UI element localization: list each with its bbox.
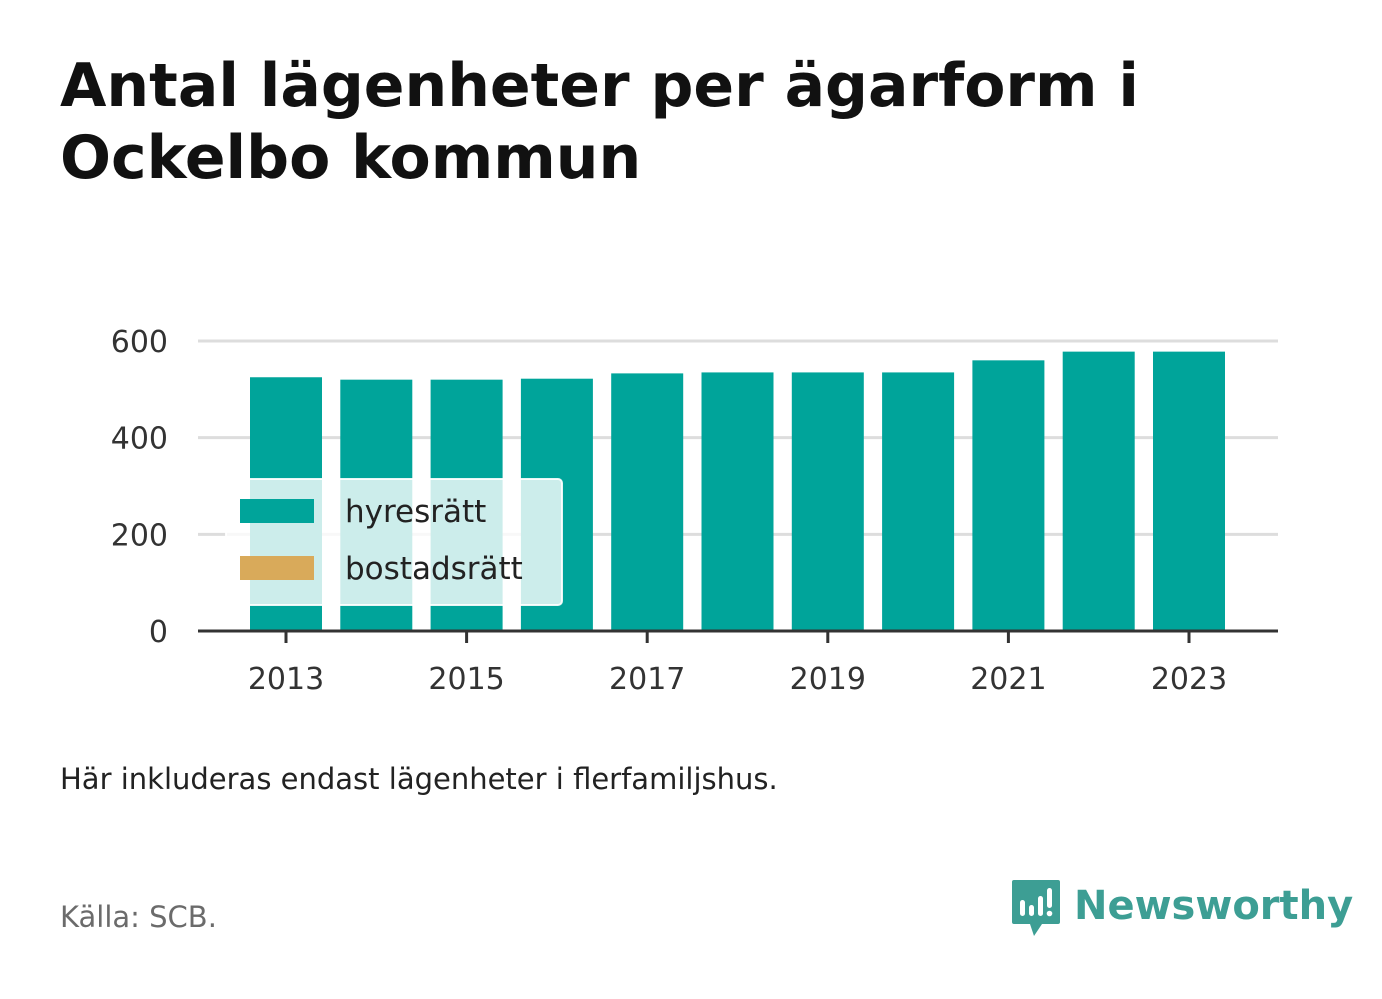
x-tick-label: 2017 (609, 662, 685, 697)
bar-hyresrätt-2019 (791, 372, 864, 631)
x-tick-label: 2021 (970, 662, 1046, 697)
bar-hyresrätt-2021 (972, 360, 1045, 631)
x-tick-label: 2023 (1151, 662, 1227, 697)
axes: 0 200 400 600 2013 2015 2017 2019 2021 2023 (111, 325, 1278, 697)
bar-chart-speech-bubble-icon (1012, 880, 1060, 936)
bar-hyresrätt-2022 (1062, 351, 1135, 631)
legend: hyresrätt bostadsrätt (225, 478, 563, 606)
legend-swatch (240, 556, 314, 580)
x-tick-label: 2019 (790, 662, 866, 697)
source-credit: Källa: SCB. (60, 900, 217, 934)
legend-label: hyresrätt (345, 494, 486, 530)
chart-title: Antal lägenheter per ägarform i Ockelbo … (60, 51, 1139, 193)
bar-hyresrätt-2018 (701, 372, 774, 631)
y-tick-label: 200 (111, 518, 168, 553)
y-tick-label: 400 (111, 422, 168, 457)
bar-hyresrätt-2023 (1153, 351, 1225, 631)
bar-hyresrätt-2017 (611, 373, 684, 631)
brand-name: Newsworthy (1074, 883, 1354, 929)
x-tick-label: 2015 (428, 662, 504, 697)
legend-swatch (240, 499, 314, 523)
bar-hyresrätt-2020 (882, 372, 955, 631)
x-tick-label: 2013 (248, 662, 324, 697)
newsworthy-logo: Newsworthy (1010, 878, 1353, 938)
legend-label: bostadsrätt (345, 551, 523, 587)
y-tick-label: 0 (149, 615, 168, 650)
y-tick-label: 600 (111, 325, 168, 360)
chart-note: Här inkluderas endast lägenheter i flerf… (60, 762, 778, 796)
